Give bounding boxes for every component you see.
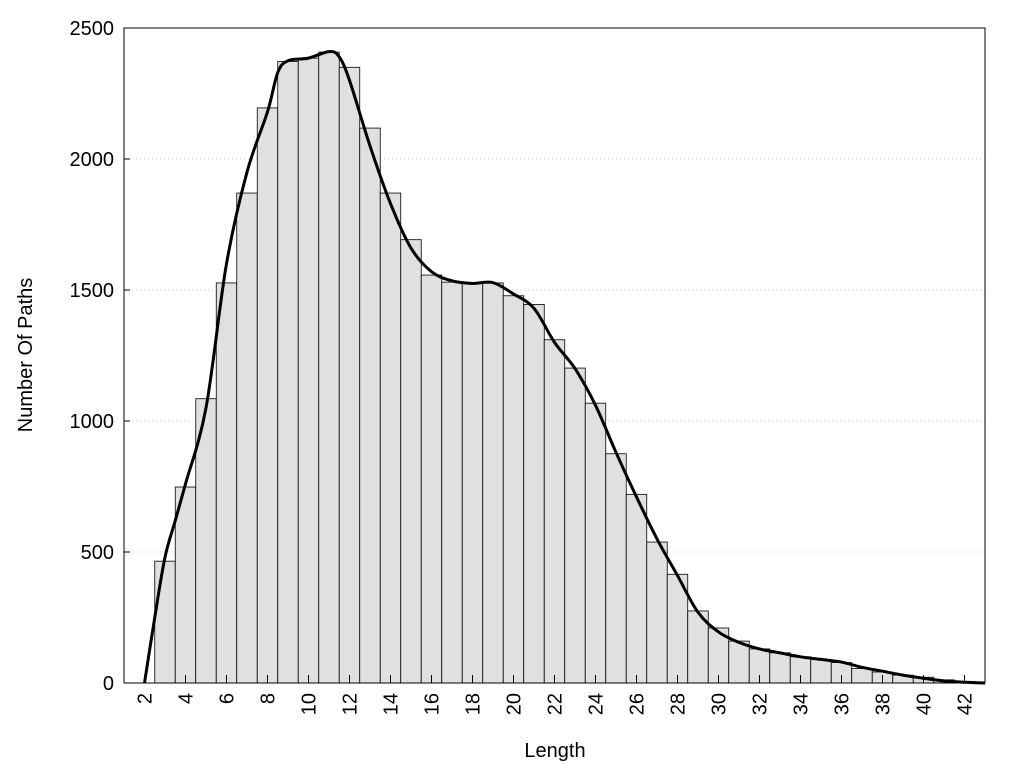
x-tick-label: 18 xyxy=(463,693,485,715)
x-tick-label: 38 xyxy=(873,693,895,715)
bar xyxy=(174,486,197,684)
y-tick-label: 500 xyxy=(81,542,114,564)
x-tick-label: 6 xyxy=(217,693,239,704)
x-tick-label: 14 xyxy=(381,693,403,715)
bar xyxy=(564,367,586,684)
x-tick-label: 32 xyxy=(750,693,772,715)
plot-frame xyxy=(123,27,986,684)
bar xyxy=(154,560,176,684)
x-tick-label: 10 xyxy=(299,693,321,715)
bar xyxy=(379,192,402,684)
bar xyxy=(277,61,299,684)
y-tick-label: 2500 xyxy=(70,18,115,40)
x-tick-label: 30 xyxy=(709,693,731,715)
y-tick-label: 0 xyxy=(103,673,114,695)
bar xyxy=(236,192,258,684)
x-tick-label: 42 xyxy=(955,693,977,715)
bar xyxy=(420,274,443,684)
y-tick-label: 1000 xyxy=(70,411,115,433)
x-tick-label: 24 xyxy=(586,693,608,715)
x-tick-label: 2 xyxy=(135,693,157,704)
x-tick-label: 20 xyxy=(504,693,526,715)
x-tick-label: 40 xyxy=(914,693,936,715)
bar xyxy=(728,640,750,684)
bar xyxy=(646,541,668,684)
bar xyxy=(215,282,238,684)
bar xyxy=(625,493,648,684)
bar xyxy=(543,339,566,684)
bar xyxy=(400,239,422,684)
bar xyxy=(338,66,361,684)
bar xyxy=(482,282,504,684)
y-axis-title: Number Of Paths xyxy=(15,278,37,433)
y-tick-label: 1500 xyxy=(70,280,115,302)
x-tick-label: 34 xyxy=(791,693,813,715)
x-tick-label: 16 xyxy=(422,693,444,715)
x-tick-label: 26 xyxy=(627,693,649,715)
x-tick-label: 12 xyxy=(340,693,362,715)
bar xyxy=(256,107,279,684)
bar xyxy=(502,295,525,684)
bar xyxy=(318,51,340,684)
x-tick-label: 36 xyxy=(832,693,854,715)
bar xyxy=(584,402,607,684)
bar xyxy=(523,304,545,684)
bar xyxy=(851,668,873,684)
x-tick-label: 4 xyxy=(176,693,198,704)
x-tick-label: 8 xyxy=(258,693,280,704)
bar xyxy=(605,453,627,684)
bar xyxy=(359,127,381,684)
bar xyxy=(297,57,320,684)
density-line xyxy=(143,50,986,685)
x-tick-label: 22 xyxy=(545,693,567,715)
x-axis-title: Length xyxy=(524,740,585,762)
bar xyxy=(769,652,791,684)
bar xyxy=(810,659,832,684)
x-tick-label: 28 xyxy=(668,693,690,715)
bar xyxy=(441,281,463,684)
y-tick-label: 2000 xyxy=(70,149,115,171)
bar xyxy=(461,283,484,684)
